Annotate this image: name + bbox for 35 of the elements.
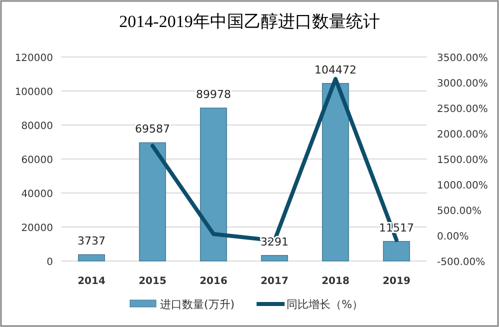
legend-label: 进口数量(万升) [160,298,235,311]
y-tick-label: 0 [46,257,53,268]
x-tick-label: 2017 [260,276,288,287]
y2-tick-label: 0.00% [437,232,469,242]
bar [322,83,350,262]
text: 3737 [78,234,106,248]
y2-tick-label: 1000.00% [437,180,488,192]
chart-title: 2014-2019年中国乙醇进口数量统计 [119,12,380,31]
bar [78,254,106,262]
y2-tick-label: 1500.00% [437,155,488,166]
y-tick-label: 100000 [14,87,53,98]
y2-tick-label: 3500.00% [437,53,488,64]
legend-label: 同比增长（%） [286,298,364,311]
y-tick-label: 60000 [21,155,53,166]
bar [260,255,288,262]
bar [138,142,166,262]
y-tick-label: 20000 [21,223,53,234]
text: 104472 [314,63,356,76]
x-tick-label: 2018 [322,276,350,287]
x-tick-label: 2014 [78,276,106,287]
y2-tick-label: -500.00% [437,257,486,268]
y-tick-label: 40000 [21,189,53,200]
bar [200,108,228,262]
y2-tick-label: 500.00% [437,206,482,217]
bar [382,241,410,262]
y-tick-label: 80000 [21,121,53,132]
text: 69587 [135,122,170,136]
y2-tick-label: 2500.00% [437,104,488,115]
y2-tick-label: 2000.00% [437,130,488,140]
y-tick-label: 120000 [14,53,53,64]
x-tick-label: 2015 [138,276,166,287]
x-tick-label: 2019 [382,276,410,287]
y2-tick-label: 3000.00% [437,78,488,90]
text: 89978 [196,88,231,102]
x-tick-label: 2016 [200,276,228,287]
